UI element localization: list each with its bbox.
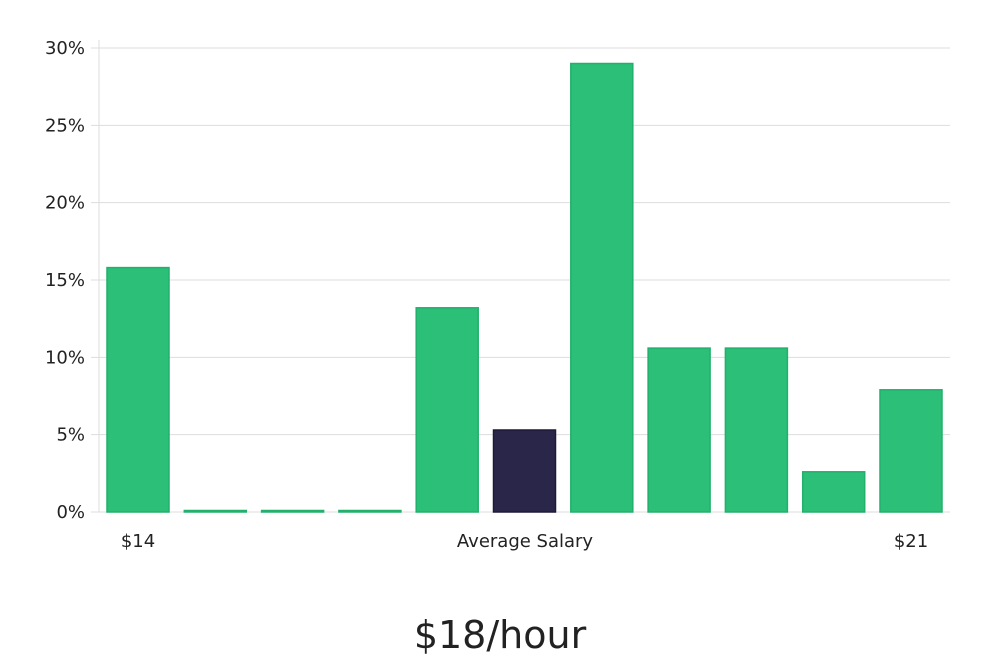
bar <box>570 62 634 513</box>
y-tick-label: 15% <box>45 270 85 291</box>
bar-average <box>492 429 557 513</box>
bar <box>801 471 866 513</box>
y-tick-label: 30% <box>45 38 85 59</box>
bar <box>415 307 479 513</box>
y-axis-ticks: 0% 5% 10% 15% 20% 25% 30% <box>45 38 85 523</box>
y-tick-label: 10% <box>45 347 85 368</box>
y-tick-label: 5% <box>56 425 85 446</box>
bar <box>260 509 325 513</box>
y-tick-label: 20% <box>45 193 85 214</box>
x-label-average: Average Salary <box>457 531 594 552</box>
bar <box>106 266 170 513</box>
y-tick-label: 25% <box>45 115 85 136</box>
bar <box>338 509 402 513</box>
bar <box>647 347 711 513</box>
bar <box>183 509 248 513</box>
bar <box>879 389 943 513</box>
average-salary-headline: $18/hour <box>414 613 587 657</box>
x-label-min: $14 <box>121 531 155 552</box>
bar <box>724 347 789 513</box>
x-label-max: $21 <box>894 531 928 552</box>
bars <box>106 62 943 513</box>
grid-lines <box>91 47 950 513</box>
y-tick-label: 0% <box>56 502 85 523</box>
